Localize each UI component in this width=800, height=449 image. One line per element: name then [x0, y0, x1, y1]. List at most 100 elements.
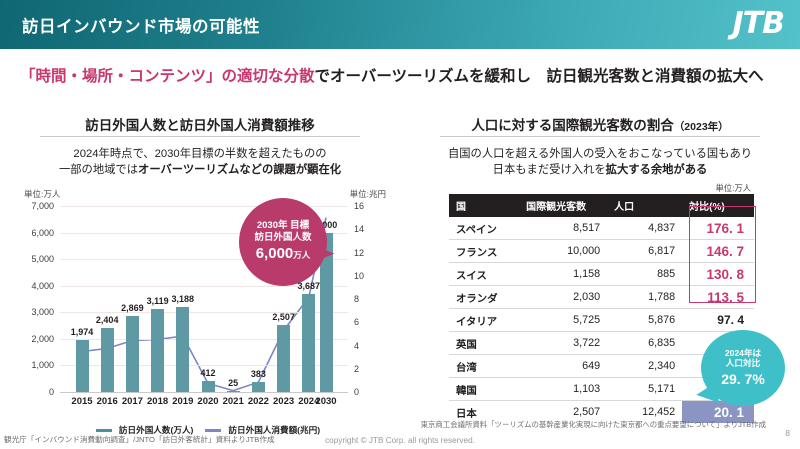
right-subtitle-bold: 拡大する余地がある: [605, 164, 708, 177]
cell-country: スイス: [449, 262, 520, 286]
cell-population: 5,876: [607, 308, 683, 332]
japan-2024-callout: 2024年は 人口対比 29. 7%: [701, 330, 785, 406]
page-number: 8: [785, 428, 790, 438]
x-axis-tick: 2018: [147, 396, 169, 407]
cell-population: 2,340: [607, 354, 683, 378]
lead-rest: でオーバーツーリズムを緩和し 訪日観光客数と消費額の拡大へ: [314, 68, 764, 85]
col-visitors: 国際観光客数: [519, 194, 608, 217]
jtb-logo: JTB: [732, 6, 785, 41]
y-axis-tick-right: 0: [354, 387, 360, 397]
table-row: フランス 10,000 6,817 146. 7: [449, 239, 754, 263]
lead-highlight: 「時間・場所・コンテンツ」の適切な分散: [20, 68, 315, 85]
grid-line: [60, 285, 348, 287]
grid-line: [60, 365, 348, 367]
teal-callout-line2: 人口対比: [725, 358, 761, 369]
cell-visitors: 5,725: [519, 308, 608, 332]
bar-value-label: 3,188: [171, 294, 195, 305]
x-axis-tick: 2024: [298, 396, 320, 407]
bar-value-label: 383: [250, 368, 266, 379]
cell-visitors: 10,000: [519, 239, 608, 263]
y-axis-tick-left: 0: [48, 387, 54, 397]
x-axis-tick: 2020: [197, 396, 219, 407]
chart-legend: 訪日外国人数(万人) 訪日外国人消費額(兆円): [60, 424, 360, 436]
bar-value-label: 6,000: [314, 219, 338, 230]
target-2030-callout: 2030年 目標 訪日外国人数 6,000万人: [239, 198, 327, 286]
col-population: 人口: [607, 194, 683, 217]
y-axis-tick-left: 5,000: [31, 254, 54, 265]
x-axis-tick: 2016: [96, 396, 118, 407]
cell-visitors: 8,517: [519, 217, 608, 240]
grid-line: [60, 338, 348, 340]
chart-bar: [201, 381, 215, 392]
callout-value: 6,000万人: [256, 245, 311, 264]
chart-bar: [151, 309, 165, 392]
cell-country: イタリア: [449, 308, 520, 332]
legend-swatch: [95, 429, 112, 433]
left-section-title: 訪日外国人数と訪日外国人消費額推移: [85, 118, 315, 133]
left-source-note: 観光庁「インバウンド消費動向調査」/JNTO「訪日外客統計」資料よりJTB作成: [4, 435, 275, 444]
callout-number: 6,000: [255, 245, 294, 263]
callout-unit: 万人: [293, 250, 311, 261]
x-axis-tick: 2017: [121, 396, 143, 407]
x-axis-tick: 2030: [315, 396, 337, 407]
right-title-rule: [440, 136, 760, 137]
right-title-main: 人口に対する国際観光客数の割合: [471, 118, 674, 133]
chart-bar: [302, 294, 316, 392]
chart-bar: [75, 339, 89, 392]
cell-population: 5,171: [607, 377, 683, 401]
y-axis-tick-left: 4,000: [31, 280, 54, 291]
cell-visitors: 1,158: [519, 262, 608, 286]
table-header-row: 国 国際観光客数 人口 対比(%): [449, 194, 754, 217]
right-subtitle-normal: 日本もまだ受け入れを: [492, 164, 606, 177]
cell-country: オランダ: [449, 285, 520, 309]
y-axis-tick-right: 16: [354, 201, 365, 211]
cell-visitors: 2,030: [519, 285, 608, 309]
cell-visitors: 649: [519, 354, 608, 378]
table-row: スイス 1,158 885 130. 8: [449, 262, 754, 286]
x-axis-tick: 2021: [222, 396, 244, 407]
callout-line2: 訪日外国人数: [254, 232, 312, 244]
y-axis-tick-right: 6: [354, 317, 360, 328]
left-section-subtitle: 2024年時点で、2030年目標の半数を超えたものの 一部の地域ではオーバーツー…: [14, 146, 386, 179]
col-country: 国: [449, 194, 520, 217]
cell-country: 日本: [449, 400, 520, 423]
bar-value-label: 3,687: [297, 281, 321, 292]
table-row: スペイン 8,517 4,837 176. 1: [449, 217, 754, 240]
y-axis-tick-right: 10: [354, 270, 365, 281]
legend-item: 訪日外国人数(万人): [95, 425, 197, 435]
left-subtitle-bold: オーバーツーリズムなどの課題が顕在化: [138, 164, 342, 177]
bar-value-label: 2,404: [95, 315, 119, 326]
table-row: 日本 2,507 12,452 20. 1: [449, 400, 754, 423]
table-row: イタリア 5,725 5,876 97. 4: [449, 308, 754, 332]
callout-line1: 2030年 目標: [256, 219, 310, 231]
left-subtitle-line1: 2024年時点で、2030年目標の半数を超えたものの: [73, 148, 327, 160]
chart-unit-left: 単位:万人: [24, 189, 61, 199]
y-axis-tick-left: 7,000: [31, 201, 54, 211]
cell-ratio: 130. 8: [682, 262, 754, 286]
lead-headline: 「時間・場所・コンテンツ」の適切な分散でオーバーツーリズムを緩和し 訪日観光客数…: [20, 64, 788, 86]
y-axis-tick-left: 1,000: [31, 360, 54, 371]
left-subtitle-normal: 一部の地域では: [58, 164, 139, 177]
table-unit-label: 単位:万人: [715, 183, 752, 193]
grid-line: [60, 392, 348, 393]
cell-population: 4,837: [607, 217, 683, 240]
bar-value-label: 2,869: [121, 302, 144, 313]
grid-line: [60, 259, 348, 261]
table-row: オランダ 2,030 1,788 113. 5: [449, 285, 754, 309]
bar-value-label: 3,119: [146, 296, 169, 307]
grid-line: [60, 232, 348, 234]
teal-callout-value: 29. 7%: [721, 371, 765, 388]
cell-visitors: 2,507: [519, 400, 608, 423]
legend-label: 訪日外国人数(万人): [118, 425, 194, 435]
cell-country: 英国: [449, 331, 520, 355]
cell-ratio: 146. 7: [682, 239, 754, 263]
bar-value-label: 2,507: [272, 312, 295, 323]
chart-bar: [251, 381, 265, 392]
x-axis-tick: 2023: [273, 396, 295, 407]
bar-value-label: 1,974: [70, 326, 94, 337]
left-title-rule: [40, 136, 360, 137]
right-subtitle-line1: 自国の人口を超える外国人の受入をおこなっている国もあり: [447, 148, 753, 160]
chart-bar: [100, 328, 114, 392]
chart-bar: [319, 232, 333, 392]
